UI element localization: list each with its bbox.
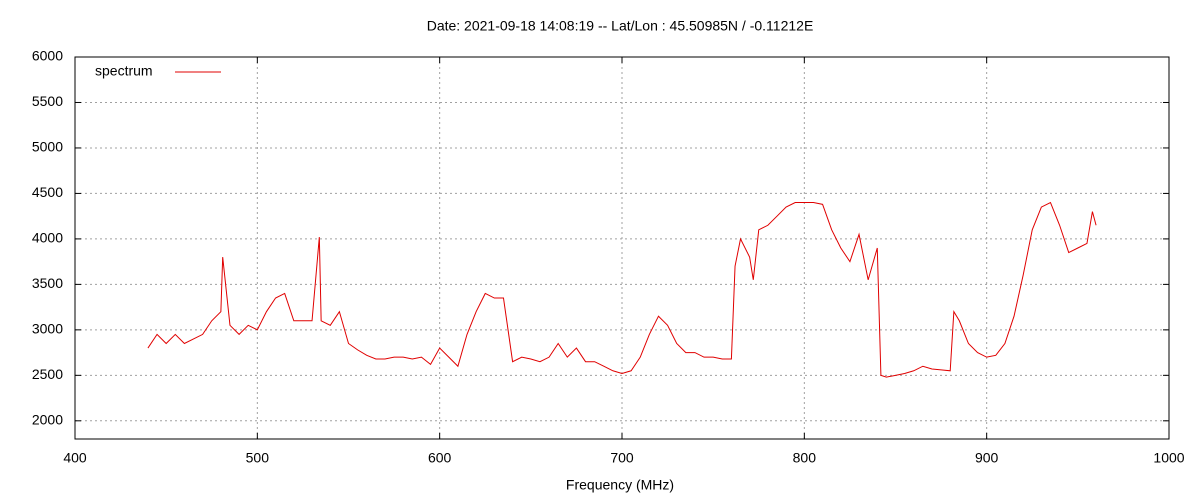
- y-tick-label: 4000: [32, 230, 63, 246]
- x-tick-label: 600: [428, 450, 452, 466]
- x-tick-label: 400: [63, 450, 87, 466]
- y-tick-label: 5000: [32, 139, 63, 155]
- y-tick-label: 6000: [32, 48, 63, 64]
- plot-frame: [74, 56, 1170, 440]
- y-tick-label: 4500: [32, 184, 63, 200]
- y-tick-label: 2000: [32, 412, 63, 428]
- x-tick-label: 800: [793, 450, 817, 466]
- x-tick-label: 900: [975, 450, 999, 466]
- y-tick-label: 5500: [32, 93, 63, 109]
- legend-label: spectrum: [95, 63, 153, 79]
- data-line: [147, 201, 1097, 378]
- x-tick-label: 1000: [1153, 450, 1184, 466]
- x-tick-label: 700: [610, 450, 634, 466]
- x-axis-label: Frequency (MHz): [566, 477, 674, 493]
- x-tick-label: 500: [246, 450, 270, 466]
- y-tick-label: 2500: [32, 366, 63, 382]
- y-tick-label: 3500: [32, 275, 63, 291]
- y-tick-label: 3000: [32, 321, 63, 337]
- chart-title: Date: 2021-09-18 14:08:19 -- Lat/Lon : 4…: [427, 18, 814, 34]
